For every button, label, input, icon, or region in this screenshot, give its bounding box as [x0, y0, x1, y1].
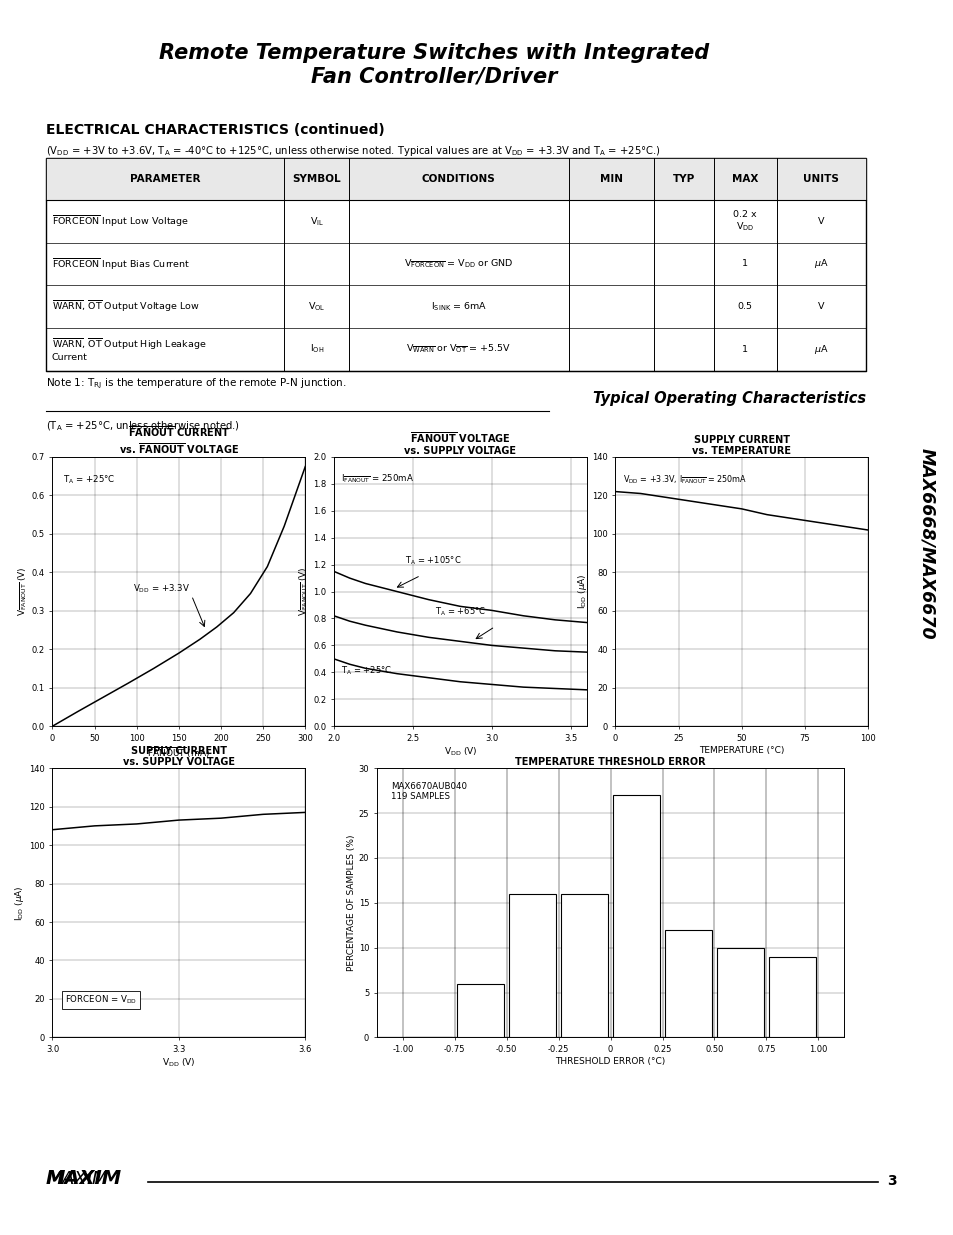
Text: MAX6668/MAX6670: MAX6668/MAX6670: [918, 447, 935, 640]
Y-axis label: I$_\mathregular{DD}$ ($\mu$A): I$_\mathregular{DD}$ ($\mu$A): [576, 574, 589, 609]
Text: UNITS: UNITS: [802, 174, 839, 184]
Text: I$_{\overline{\mathregular{FANOUT}}}$ = 250mA: I$_{\overline{\mathregular{FANOUT}}}$ = …: [341, 473, 415, 485]
Text: Remote Temperature Switches with Integrated: Remote Temperature Switches with Integra…: [159, 43, 708, 63]
Bar: [46, 158, 865, 370]
Y-axis label: V$_{\overline{\mathregular{FANOUT}}}$ (V): V$_{\overline{\mathregular{FANOUT}}}$ (V…: [297, 567, 310, 616]
Text: 1: 1: [741, 259, 747, 268]
Text: SYMBOL: SYMBOL: [293, 174, 340, 184]
Text: $\mu$A: $\mu$A: [813, 342, 828, 356]
Text: V$_{\overline{\rm FORCEON}}$ = V$_{\rm DD}$ or GND: V$_{\overline{\rm FORCEON}}$ = V$_{\rm D…: [404, 258, 513, 270]
Bar: [46, 158, 865, 200]
Text: MAX: MAX: [731, 174, 758, 184]
X-axis label: V$_\mathregular{DD}$ (V): V$_\mathregular{DD}$ (V): [443, 746, 476, 758]
Text: Fan Controller/Driver: Fan Controller/Driver: [311, 67, 557, 86]
Text: 0.2 x
$\mathregular{V_{DD}}$: 0.2 x $\mathregular{V_{DD}}$: [733, 210, 756, 233]
Y-axis label: V$_{\overline{\mathregular{FANOUT}}}$ (V): V$_{\overline{\mathregular{FANOUT}}}$ (V…: [16, 567, 29, 616]
Bar: [613, 795, 659, 1037]
Text: CONDITIONS: CONDITIONS: [421, 174, 496, 184]
X-axis label: THRESHOLD ERROR (°C): THRESHOLD ERROR (°C): [555, 1057, 665, 1066]
Title: TEMPERATURE THRESHOLD ERROR: TEMPERATURE THRESHOLD ERROR: [515, 757, 705, 767]
Text: $\mathbf{\mathit{MAXIM}}$: $\mathbf{\mathit{MAXIM}}$: [46, 1170, 109, 1188]
Text: MIN: MIN: [599, 174, 622, 184]
Text: $\overline{\rm FORCEON}$ Input Bias Current: $\overline{\rm FORCEON}$ Input Bias Curr…: [51, 257, 190, 272]
Bar: [509, 894, 556, 1037]
Text: I$_{\rm OH}$: I$_{\rm OH}$: [309, 343, 324, 356]
Text: T$_\mathregular{A}$ = +105°C: T$_\mathregular{A}$ = +105°C: [404, 555, 460, 567]
Title: $\overline{\mathbf{FANOUT}}$ VOLTAGE
vs. SUPPLY VOLTAGE: $\overline{\mathbf{FANOUT}}$ VOLTAGE vs.…: [404, 430, 516, 456]
Text: T$_\mathregular{A}$ = +25°C: T$_\mathregular{A}$ = +25°C: [341, 664, 393, 677]
Text: TYP: TYP: [672, 174, 695, 184]
Title: $\overline{\mathbf{FANOUT}}$ CURRENT
vs. $\overline{\mathbf{FANOUT}}$ VOLTAGE: $\overline{\mathbf{FANOUT}}$ CURRENT vs.…: [119, 425, 238, 457]
Title: SUPPLY CURRENT
vs. SUPPLY VOLTAGE: SUPPLY CURRENT vs. SUPPLY VOLTAGE: [123, 746, 234, 767]
X-axis label: V$_\mathregular{DD}$ (V): V$_\mathregular{DD}$ (V): [162, 1057, 195, 1070]
Bar: [560, 894, 607, 1037]
Bar: [664, 930, 711, 1037]
Text: Note 1: T$_{\rm RJ}$ is the temperature of the remote P-N junction.: Note 1: T$_{\rm RJ}$ is the temperature …: [46, 377, 346, 391]
Text: 3: 3: [886, 1174, 896, 1188]
Y-axis label: I$_\mathregular{DD}$ ($\mu$A): I$_\mathregular{DD}$ ($\mu$A): [13, 885, 27, 920]
Text: V$_{\overline{\rm WARN}}$ or V$_{\overline{\rm OT}}$ = +5.5V: V$_{\overline{\rm WARN}}$ or V$_{\overli…: [406, 343, 511, 356]
Text: V$_\mathregular{DD}$ = +3.3V, I$_{\overline{\mathregular{FANOUT}}}$ = 250mA: V$_\mathregular{DD}$ = +3.3V, I$_{\overl…: [622, 473, 746, 485]
Text: MAX6670AUB040
119 SAMPLES: MAX6670AUB040 119 SAMPLES: [391, 782, 466, 802]
Text: $\mu$A: $\mu$A: [813, 257, 828, 270]
Bar: [717, 947, 763, 1037]
Text: (V$_\mathregular{DD}$ = +3V to +3.6V, T$_\mathregular{A}$ = -40°C to +125°C, unl: (V$_\mathregular{DD}$ = +3V to +3.6V, T$…: [46, 144, 659, 158]
Text: V$_{\rm OL}$: V$_{\rm OL}$: [308, 300, 325, 312]
Text: V: V: [818, 217, 823, 226]
Text: $\overline{\rm FORCEON}$ Input Low Voltage: $\overline{\rm FORCEON}$ Input Low Volta…: [51, 214, 189, 228]
Bar: [456, 983, 503, 1037]
Title: SUPPLY CURRENT
vs. TEMPERATURE: SUPPLY CURRENT vs. TEMPERATURE: [692, 435, 790, 456]
Text: T$_\mathregular{A}$ = +65°C: T$_\mathregular{A}$ = +65°C: [435, 605, 486, 618]
Text: V: V: [818, 303, 823, 311]
Text: V$_{\rm IL}$: V$_{\rm IL}$: [310, 215, 323, 227]
Text: 1: 1: [741, 345, 747, 353]
X-axis label: $\overline{\mathregular{FANOUT}}$ (mA): $\overline{\mathregular{FANOUT}}$ (mA): [147, 746, 211, 760]
Text: MAXIM: MAXIM: [46, 1170, 122, 1188]
Bar: [768, 957, 815, 1037]
Text: $\overline{\rm WARN}$, $\overline{\rm OT}$ Output Voltage Low: $\overline{\rm WARN}$, $\overline{\rm OT…: [51, 299, 199, 314]
Text: V$_\mathregular{DD}$ = +3.3V: V$_\mathregular{DD}$ = +3.3V: [133, 583, 190, 595]
Text: PARAMETER: PARAMETER: [130, 174, 200, 184]
Text: 0.5: 0.5: [737, 303, 752, 311]
Text: T$_\mathregular{A}$ = +25°C: T$_\mathregular{A}$ = +25°C: [63, 473, 115, 485]
Text: $\overline{\rm WARN}$, $\overline{\rm OT}$ Output High Leakage
Current: $\overline{\rm WARN}$, $\overline{\rm OT…: [51, 336, 206, 362]
Y-axis label: PERCENTAGE OF SAMPLES (%): PERCENTAGE OF SAMPLES (%): [347, 835, 355, 971]
X-axis label: TEMPERATURE (°C): TEMPERATURE (°C): [699, 746, 783, 755]
Text: (T$_\mathregular{A}$ = +25°C, unless otherwise noted.): (T$_\mathregular{A}$ = +25°C, unless oth…: [46, 420, 239, 433]
Text: I$_{\rm SINK}$ = 6mA: I$_{\rm SINK}$ = 6mA: [430, 300, 487, 312]
Text: ELECTRICAL CHARACTERISTICS (continued): ELECTRICAL CHARACTERISTICS (continued): [46, 124, 384, 137]
Text: Typical Operating Characteristics: Typical Operating Characteristics: [593, 391, 865, 406]
Text: FORCEON = V$_\mathregular{DD}$: FORCEON = V$_\mathregular{DD}$: [65, 993, 137, 1005]
